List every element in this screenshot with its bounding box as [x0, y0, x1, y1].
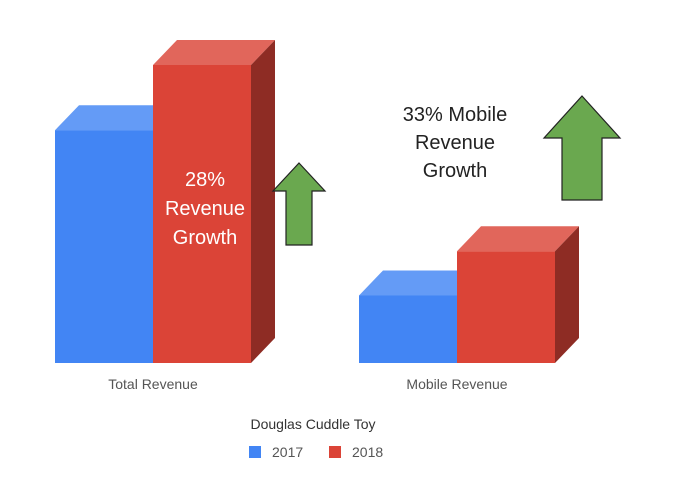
category-label-1: Mobile Revenue — [406, 376, 507, 392]
legend-label-2017: 2017 — [272, 444, 303, 460]
bar-2018-0 — [153, 40, 275, 363]
legend-swatch-2018 — [329, 446, 341, 458]
growth-annotation-0: 28% Revenue Growth — [165, 169, 245, 249]
annotation-line: 33% Mobile — [403, 104, 508, 126]
category-labels: Total Revenue Mobile Revenue — [108, 376, 508, 392]
bar-top-face — [359, 270, 481, 296]
growth-annotation-1: 33% Mobile Revenue Growth — [403, 104, 508, 182]
bars-layer — [55, 40, 579, 363]
legend: 2017 2018 — [249, 444, 383, 460]
growth-arrow-icon — [542, 95, 622, 201]
bar-front-face — [153, 65, 251, 363]
legend-label-2018: 2018 — [352, 444, 383, 460]
bar-side-face — [555, 226, 579, 363]
arrows-layer — [271, 95, 622, 246]
bar-2018-1 — [457, 226, 579, 363]
chart-title: Douglas Cuddle Toy — [250, 416, 375, 432]
annotation-line: Growth — [423, 160, 487, 182]
annotation-line: Revenue — [165, 198, 245, 220]
bar-top-face — [457, 226, 579, 252]
growth-arrow-icon — [271, 162, 327, 246]
annotations-layer: 28% Revenue Growth 33% Mobile Revenue Growth — [165, 104, 507, 249]
bar-side-face — [251, 40, 275, 363]
category-label-0: Total Revenue — [108, 376, 198, 392]
bar-top-face — [153, 40, 275, 65]
annotation-line: Revenue — [415, 132, 495, 154]
bar-top-face — [55, 105, 177, 131]
annotation-line: 28% — [185, 169, 225, 191]
annotation-line: Growth — [173, 227, 237, 249]
legend-swatch-2017 — [249, 446, 261, 458]
bar-front-face — [359, 295, 457, 363]
bar-front-face — [457, 251, 555, 363]
bar-front-face — [55, 130, 153, 363]
